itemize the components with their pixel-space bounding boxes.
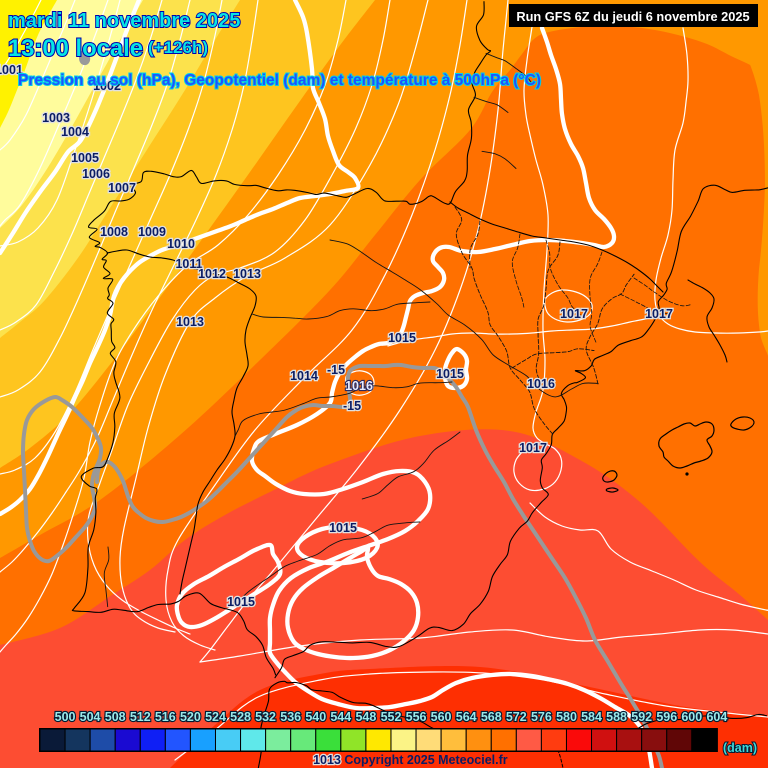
svg-text:1003: 1003 <box>42 111 70 125</box>
svg-text:1011: 1011 <box>175 257 202 271</box>
svg-text:Copyright 2025 Meteociel.fr: Copyright 2025 Meteociel.fr <box>344 753 507 767</box>
svg-text:1017: 1017 <box>519 441 547 455</box>
svg-text:1005: 1005 <box>71 151 99 165</box>
svg-text:1009: 1009 <box>138 225 166 239</box>
svg-text:1015: 1015 <box>388 331 416 345</box>
svg-text:13:00 locale: 13:00 locale <box>8 35 143 62</box>
svg-text:1010: 1010 <box>167 237 195 251</box>
svg-text:552: 552 <box>381 710 402 724</box>
svg-text:584: 584 <box>581 710 602 724</box>
svg-text:-15: -15 <box>327 363 345 377</box>
svg-text:524: 524 <box>205 710 226 724</box>
svg-text:576: 576 <box>531 710 552 724</box>
svg-text:1008: 1008 <box>100 225 128 239</box>
svg-text:508: 508 <box>105 710 126 724</box>
svg-text:532: 532 <box>255 710 276 724</box>
svg-text:548: 548 <box>355 710 376 724</box>
svg-text:580: 580 <box>556 710 577 724</box>
svg-text:516: 516 <box>155 710 176 724</box>
svg-text:1017: 1017 <box>645 307 673 321</box>
svg-text:1004: 1004 <box>61 125 89 139</box>
svg-text:1015: 1015 <box>436 367 464 381</box>
svg-text:604: 604 <box>706 710 727 724</box>
svg-text:1002: 1002 <box>93 79 121 93</box>
svg-text:536: 536 <box>280 710 301 724</box>
svg-text:1015: 1015 <box>329 521 357 535</box>
svg-text:1001: 1001 <box>0 63 23 77</box>
svg-text:556: 556 <box>406 710 427 724</box>
svg-text:528: 528 <box>230 710 251 724</box>
svg-text:592: 592 <box>631 710 652 724</box>
svg-text:1013: 1013 <box>233 267 261 281</box>
svg-text:1014: 1014 <box>290 369 318 383</box>
svg-text:1012: 1012 <box>198 267 226 281</box>
svg-text:568: 568 <box>481 710 502 724</box>
svg-text:540: 540 <box>305 710 326 724</box>
svg-text:mardi 11 novembre 2025: mardi 11 novembre 2025 <box>8 10 240 32</box>
svg-text:1007: 1007 <box>108 181 136 195</box>
svg-text:(dam): (dam) <box>723 741 757 755</box>
svg-text:520: 520 <box>180 710 201 724</box>
svg-text:1016: 1016 <box>527 377 555 391</box>
svg-text:1006: 1006 <box>82 167 110 181</box>
svg-text:596: 596 <box>656 710 677 724</box>
svg-text:588: 588 <box>606 710 627 724</box>
svg-text:Pression au sol (hPa), Geopote: Pression au sol (hPa), Geopotentiel (dam… <box>18 72 541 89</box>
svg-text:564: 564 <box>456 710 477 724</box>
svg-text:(+126h): (+126h) <box>148 38 208 57</box>
svg-text:1013: 1013 <box>176 315 204 329</box>
svg-text:572: 572 <box>506 710 527 724</box>
svg-text:512: 512 <box>130 710 151 724</box>
svg-text:504: 504 <box>80 710 101 724</box>
svg-text:1013: 1013 <box>313 753 341 767</box>
svg-text:1015: 1015 <box>227 595 255 609</box>
svg-text:560: 560 <box>431 710 452 724</box>
svg-text:600: 600 <box>681 710 702 724</box>
svg-text:1017: 1017 <box>560 307 588 321</box>
svg-text:544: 544 <box>330 710 351 724</box>
svg-text:-15: -15 <box>343 399 361 413</box>
svg-text:500: 500 <box>55 710 76 724</box>
svg-text:1016: 1016 <box>345 379 373 393</box>
svg-text:Run GFS 6Z du jeudi 6 novembre: Run GFS 6Z du jeudi 6 novembre 2025 <box>516 9 749 24</box>
